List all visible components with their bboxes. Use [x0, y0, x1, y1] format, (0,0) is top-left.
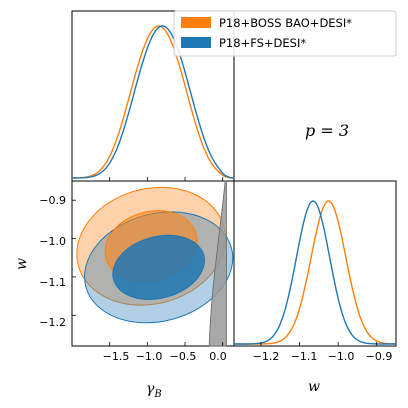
w-marginal-line-0 [234, 200, 396, 345]
y-axis-label-w: w [14, 258, 30, 270]
gamma-marginal-curves [71, 25, 235, 179]
legend-box [173, 10, 397, 57]
gamma-marginal-line-0 [71, 25, 235, 179]
xtick-label-w: −0.9 [366, 350, 393, 363]
xtick-label-gamma: −1.0 [136, 350, 163, 363]
xtick-label-w: −1.0 [328, 350, 355, 363]
tick-marks [72, 177, 378, 346]
xtick-label-w: −1.1 [291, 350, 318, 363]
legend-swatch-blue [181, 37, 211, 48]
ytick-label-w: −0.9 [39, 194, 66, 207]
w-marginal-curves [234, 200, 396, 345]
xtick-label-gamma: 0.0 [209, 350, 227, 363]
p-annotation: p = 3 [305, 121, 349, 140]
legend-swatch-orange [181, 17, 211, 28]
x-axis-label-gamma: γB [146, 381, 162, 400]
legend: P18+BOSS BAO+DESI* P18+FS+DESI* [173, 10, 397, 57]
blue-68-contour [112, 234, 205, 300]
gray-excluded-band [208, 180, 227, 347]
w-marginal-line-1 [234, 200, 396, 345]
ytick-label-w: −1.1 [39, 276, 66, 289]
xtick-label-gamma: −1.5 [103, 350, 130, 363]
ytick-label-w: −1.2 [39, 316, 66, 329]
ytick-label-w: −1.0 [39, 235, 66, 248]
joint-contours [76, 180, 234, 347]
panel-w-marginal-frame [233, 180, 397, 347]
legend-entry: P18+BOSS BAO+DESI* [219, 16, 352, 30]
gamma-marginal-line-1 [72, 25, 235, 179]
xtick-label-gamma: −0.5 [170, 350, 197, 363]
legend-entry: P18+FS+DESI* [219, 36, 306, 50]
x-axis-label-w: w [308, 379, 320, 395]
xtick-label-w: −1.2 [253, 350, 280, 363]
